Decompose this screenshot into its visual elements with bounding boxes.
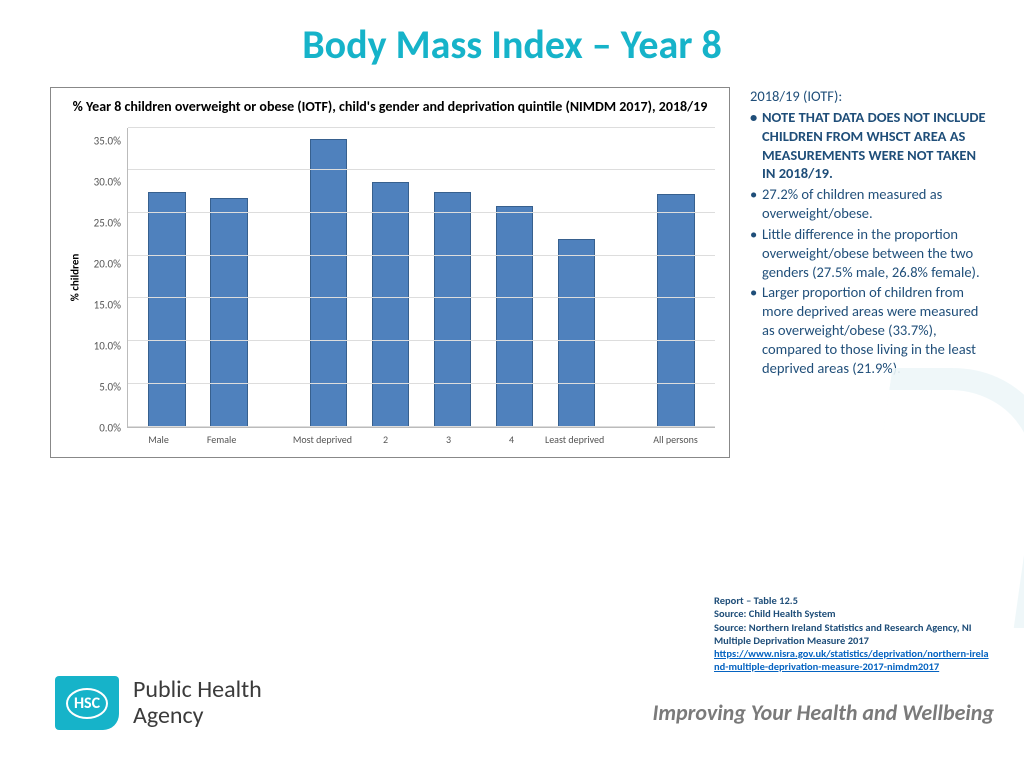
xlabel-spacer <box>606 434 644 446</box>
gridline <box>128 297 715 298</box>
bar <box>148 192 185 427</box>
x-tick-label: All persons <box>644 434 707 446</box>
chart-title: % Year 8 children overweight or obese (I… <box>65 98 715 116</box>
x-axis-labels: MaleFemale Most deprived234Least deprived… <box>65 428 715 446</box>
y-tick: 10.0% <box>94 339 121 352</box>
gridline <box>128 255 715 256</box>
y-tick: 25.0% <box>94 216 121 229</box>
y-axis-label-wrap: % children <box>65 128 85 428</box>
bullet-item: Larger proportion of children from more … <box>762 283 990 377</box>
y-axis-ticks: 35.0%30.0%25.0%20.0%15.0%10.0%5.0%0.0% <box>85 128 127 428</box>
hsc-badge-text: HSC <box>66 688 108 719</box>
gridline <box>128 169 715 170</box>
x-tick-label: 2 <box>354 434 417 446</box>
gridline <box>128 383 715 384</box>
y-axis-label: % children <box>69 254 82 302</box>
y-tick: 30.0% <box>94 175 121 188</box>
y-tick: 15.0% <box>94 298 121 311</box>
side-heading: 2018/19 (IOTF): <box>750 87 990 106</box>
footnotes: Report – Table 12.5 Source: Child Health… <box>714 594 994 673</box>
bar <box>434 192 471 426</box>
bars-layer <box>128 128 715 427</box>
bar <box>372 182 409 426</box>
hsc-badge-icon: HSC <box>55 676 119 730</box>
gridline <box>128 340 715 341</box>
bar <box>558 239 595 426</box>
bar-slot <box>136 128 198 427</box>
tagline: Improving Your Health and Wellbeing <box>653 699 995 726</box>
x-tick-label: Male <box>127 434 190 446</box>
bullet-item: NOTE THAT DATA DOES NOT INCLUDE CHILDREN… <box>762 108 990 183</box>
footnote-source2: Source: Northern Ireland Statistics and … <box>714 621 994 647</box>
bar-slot <box>359 128 421 427</box>
x-tick-label: Most deprived <box>291 434 354 446</box>
agency-line1: Public Health <box>133 677 262 703</box>
footnote-link[interactable]: https://www.nisra.gov.uk/statistics/depr… <box>714 647 989 673</box>
bar <box>496 206 533 426</box>
xlabel-spacer <box>253 434 291 446</box>
x-tick-label: 3 <box>417 434 480 446</box>
bar-slot <box>198 128 260 427</box>
bullet-item: 27.2% of children measured as overweight… <box>762 185 990 223</box>
agency-name: Public Health Agency <box>133 677 262 730</box>
y-tick: 5.0% <box>99 380 121 393</box>
bar <box>657 194 694 426</box>
bar-slot <box>421 128 483 427</box>
side-panel: 2018/19 (IOTF): NOTE THAT DATA DOES NOT … <box>750 87 990 458</box>
logo-area: HSC Public Health Agency <box>55 676 262 730</box>
y-tick: 20.0% <box>94 257 121 270</box>
bar-slot <box>484 128 546 427</box>
gridline <box>128 212 715 213</box>
bar-slot <box>297 128 359 427</box>
footnote-source1: Source: Child Health System <box>714 607 994 620</box>
footnote-report: Report – Table 12.5 <box>714 594 994 607</box>
gridline <box>128 127 715 128</box>
page-title: Body Mass Index – Year 8 <box>0 0 1024 87</box>
y-tick: 35.0% <box>94 134 121 147</box>
content-row: % Year 8 children overweight or obese (I… <box>0 87 1024 458</box>
x-tick-label: Female <box>190 434 253 446</box>
bullet-item: Little difference in the proportion over… <box>762 225 990 282</box>
gridline <box>128 426 715 427</box>
chart-container: % Year 8 children overweight or obese (I… <box>50 87 730 458</box>
bar <box>210 198 247 427</box>
plot-area <box>127 128 715 428</box>
agency-line2: Agency <box>133 703 262 729</box>
x-tick-label: 4 <box>480 434 543 446</box>
x-tick-label: Least deprived <box>543 434 606 446</box>
bar-slot <box>645 128 707 427</box>
bar-slot <box>546 128 608 427</box>
y-tick: 0.0% <box>99 421 121 434</box>
bullet-list: NOTE THAT DATA DOES NOT INCLUDE CHILDREN… <box>750 108 990 378</box>
chart-area: % children 35.0% 30.0% 25.0% 20.0% 15.0% 10.0… <box>65 128 715 428</box>
